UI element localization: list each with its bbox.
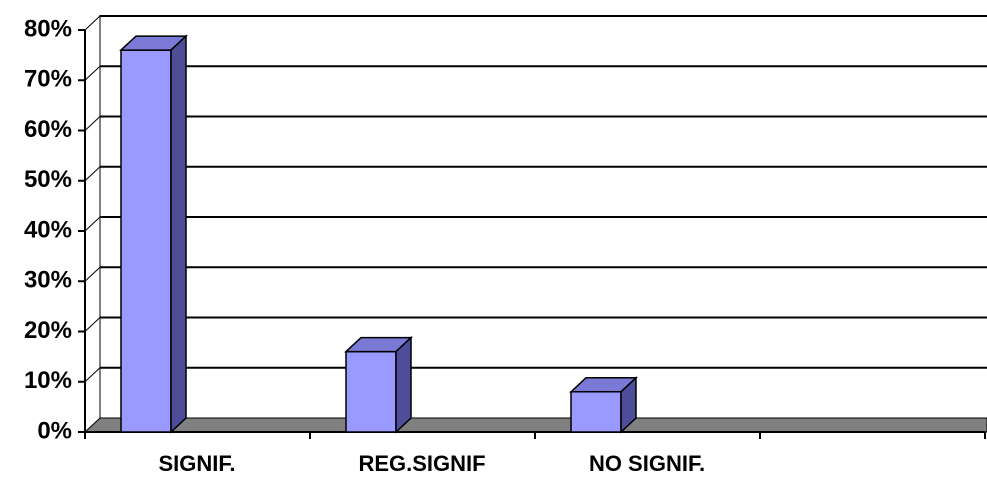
y-tick-label: 10% [24, 367, 72, 394]
bar [569, 376, 638, 434]
side-grid [84, 15, 101, 31]
floor [83, 417, 987, 433]
side-grid [84, 65, 101, 81]
side-grid [84, 116, 101, 131]
bar [344, 335, 413, 434]
bar-front [120, 49, 172, 433]
side-grid [84, 266, 101, 282]
bar-front [570, 391, 622, 433]
bar-side [170, 34, 187, 434]
side-grid [84, 367, 101, 383]
y-tick-label: 80% [24, 15, 72, 42]
y-tick-label: 0% [37, 417, 72, 444]
side-grid [84, 166, 101, 182]
y-tick-label: 20% [24, 317, 72, 344]
x-tick-label: REG.SIGNIF [358, 451, 485, 476]
x-tick-label: SIGNIF. [158, 451, 235, 476]
bar-side [395, 335, 412, 434]
bar-front [345, 350, 397, 433]
y-tick-label: 40% [24, 216, 72, 243]
side-grid [84, 216, 101, 232]
y-tick-label: 70% [24, 66, 72, 93]
side-grid [84, 317, 101, 332]
y-tick-label: 60% [24, 116, 72, 143]
x-tick-label: NO SIGNIF. [589, 451, 705, 476]
bar-side [620, 376, 637, 434]
y-tick-label: 50% [24, 166, 72, 193]
bar [119, 34, 188, 434]
y-tick-label: 30% [24, 267, 72, 294]
